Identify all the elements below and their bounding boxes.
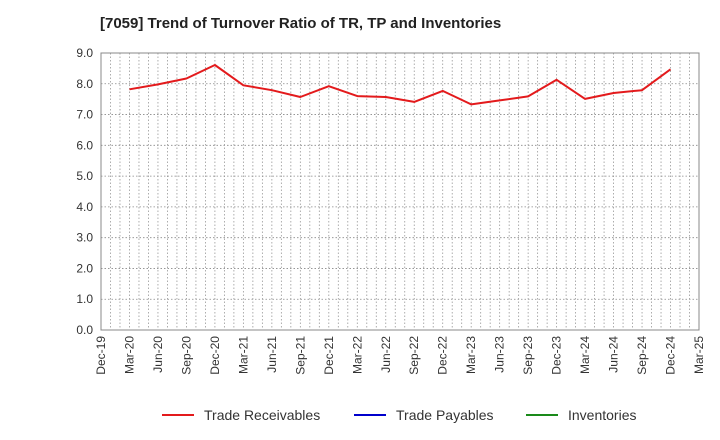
legend-swatch: [526, 414, 558, 416]
x-tick-label: Jun-22: [379, 336, 393, 373]
x-tick-label: Jun-20: [151, 336, 165, 373]
series-line: [129, 64, 672, 106]
legend-swatch: [354, 414, 386, 416]
y-tick-label: 0.0: [76, 323, 93, 337]
legend: Trade Receivables Trade Payables Inventori…: [0, 404, 720, 426]
y-tick-label: 7.0: [76, 108, 93, 122]
y-tick-label: 3.0: [76, 231, 93, 245]
x-tick-label: Dec-23: [550, 336, 564, 375]
x-tick-label: Dec-19: [94, 336, 108, 375]
x-tick-label: Jun-23: [493, 336, 507, 373]
x-tick-label: Mar-24: [578, 336, 592, 374]
x-tick-label: Sep-21: [293, 336, 307, 375]
y-tick-label: 6.0: [76, 138, 93, 152]
x-tick-label: Jun-24: [607, 336, 621, 373]
y-tick-label: 2.0: [76, 261, 93, 275]
x-tick-label: Mar-20: [122, 336, 136, 374]
x-tick-label: Dec-24: [664, 336, 678, 375]
x-tick-label: Jun-21: [265, 336, 279, 373]
y-tick-label: 9.0: [76, 46, 93, 60]
x-tick-label: Sep-24: [635, 336, 649, 375]
x-tick-label: Dec-22: [436, 336, 450, 375]
x-tick-label: Mar-25: [692, 336, 706, 374]
legend-item: Trade Receivables: [162, 404, 320, 426]
legend-label: Trade Payables: [396, 407, 494, 423]
legend-swatch: [162, 414, 194, 416]
y-tick-label: 4.0: [76, 200, 93, 214]
label-layer: 0.0 1.0 2.0 3.0 4.0 5.0 6.0 7.0 8.0 9.0 Dec-19 Mar-…: [76, 46, 706, 375]
legend-item: Inventories: [526, 404, 636, 426]
legend-label: Inventories: [568, 407, 637, 423]
x-tick-label: Mar-21: [236, 336, 250, 374]
series-layer: [129, 64, 672, 106]
legend-label: Trade Receivables: [204, 407, 321, 423]
x-tick-label: Dec-20: [208, 336, 222, 375]
x-tick-label: Mar-23: [464, 336, 478, 374]
chart-title: [7059] Trend of Turnover Ratio of TR, TP…: [100, 15, 502, 32]
plot-frame: [100, 52, 700, 331]
x-tick-label: Mar-22: [350, 336, 364, 374]
grid-layer: [101, 53, 699, 330]
x-tick-label: Sep-20: [179, 336, 193, 375]
y-tick-label: 5.0: [76, 169, 93, 183]
axis-layer: [100, 52, 700, 331]
x-tick-label: Dec-21: [322, 336, 336, 375]
x-tick-label: Sep-23: [521, 336, 535, 375]
x-tick-label: Sep-22: [407, 336, 421, 375]
legend-item: Trade Payables: [354, 404, 494, 426]
y-tick-label: 8.0: [76, 77, 93, 91]
y-tick-label: 1.0: [76, 292, 93, 306]
